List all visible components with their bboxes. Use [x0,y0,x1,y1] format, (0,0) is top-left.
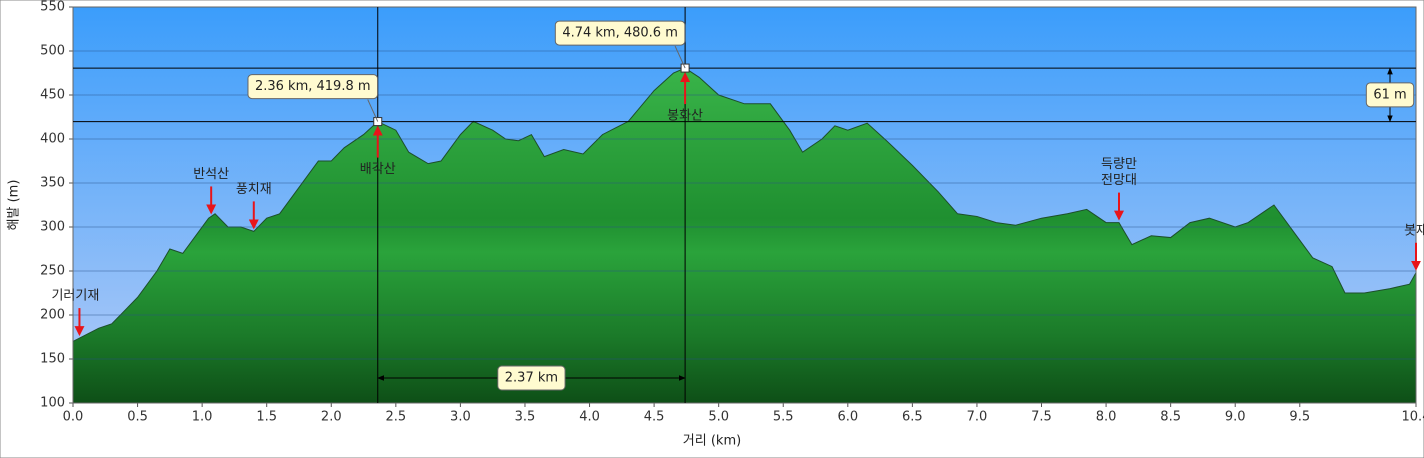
y-tick-label: 150 [40,352,65,367]
distance-callout-text: 2.37 km [505,371,558,386]
x-tick-label: 2.0 [321,410,342,425]
x-tick-label: 1.5 [256,410,277,425]
waypoint-label: 풍치재 [236,182,272,197]
point-callout-box [554,20,686,46]
x-tick-label: 9.0 [1225,410,1246,425]
y-tick-label: 400 [40,132,65,147]
waypoint-label: 반석산 [193,167,229,182]
height-callout: 61 m [1365,82,1415,108]
y-tick-label: 300 [40,220,65,235]
distance-callout: 2.37 km [497,365,566,391]
x-tick-label: 0.0 [63,410,84,425]
waypoint-label: 기러기재 [51,289,99,304]
y-tick-label: 100 [40,396,65,411]
x-tick-label: 9.5 [1289,410,1310,425]
point-callout-text: 2.36 km, 419.8 m [255,79,371,94]
x-tick-label: 6.5 [902,410,923,425]
x-tick-label: 8.5 [1160,410,1181,425]
point-callout-box [247,74,379,100]
x-tick-label: 6.0 [837,410,858,425]
x-tick-label: 7.5 [1031,410,1052,425]
distance-callout-box [497,365,566,391]
waypoint-label: 봉화산 [667,109,703,124]
x-tick-label: 8.0 [1096,410,1117,425]
waypoint-label: 배각산 [360,162,396,177]
callout-leader [367,99,379,122]
callout-leader [674,45,686,69]
x-tick-label: 4.0 [579,410,600,425]
point-callout: 4.74 km, 480.6 m [554,20,686,46]
x-tick-label: 5.0 [708,410,729,425]
point-callout: 2.36 km, 419.8 m [247,74,379,100]
x-tick-label: 3.0 [450,410,471,425]
y-tick-label: 200 [40,308,65,323]
x-tick-label: 2.5 [385,410,406,425]
plot-border [72,6,1417,404]
height-callout-text: 61 m [1373,87,1406,102]
waypoint-label: 봇재 [1404,223,1424,238]
x-tick-label: 4.5 [644,410,665,425]
y-tick-label: 450 [40,88,65,103]
x-axis-label: 거리 (km) [683,434,741,449]
point-callout-text: 4.74 km, 480.6 m [562,26,678,41]
waypoint-label: 전망대 [1101,173,1137,188]
y-tick-label: 250 [40,264,65,279]
terrain-area [73,68,1416,404]
height-callout-box [1365,82,1415,108]
y-tick-label: 350 [40,176,65,191]
x-tick-label: 7.0 [967,410,988,425]
y-tick-label: 500 [40,44,65,59]
x-tick-label: 1.0 [192,410,213,425]
x-tick-label: 0.5 [127,410,148,425]
x-tick-label: 5.5 [773,410,794,425]
x-tick-label: 3.5 [515,410,536,425]
y-tick-label: 550 [40,0,65,15]
x-tick-label: 10.4 [1402,410,1424,425]
y-axis-label: 해발 (m) [7,180,22,231]
waypoint-label: 득량만 [1101,157,1137,172]
